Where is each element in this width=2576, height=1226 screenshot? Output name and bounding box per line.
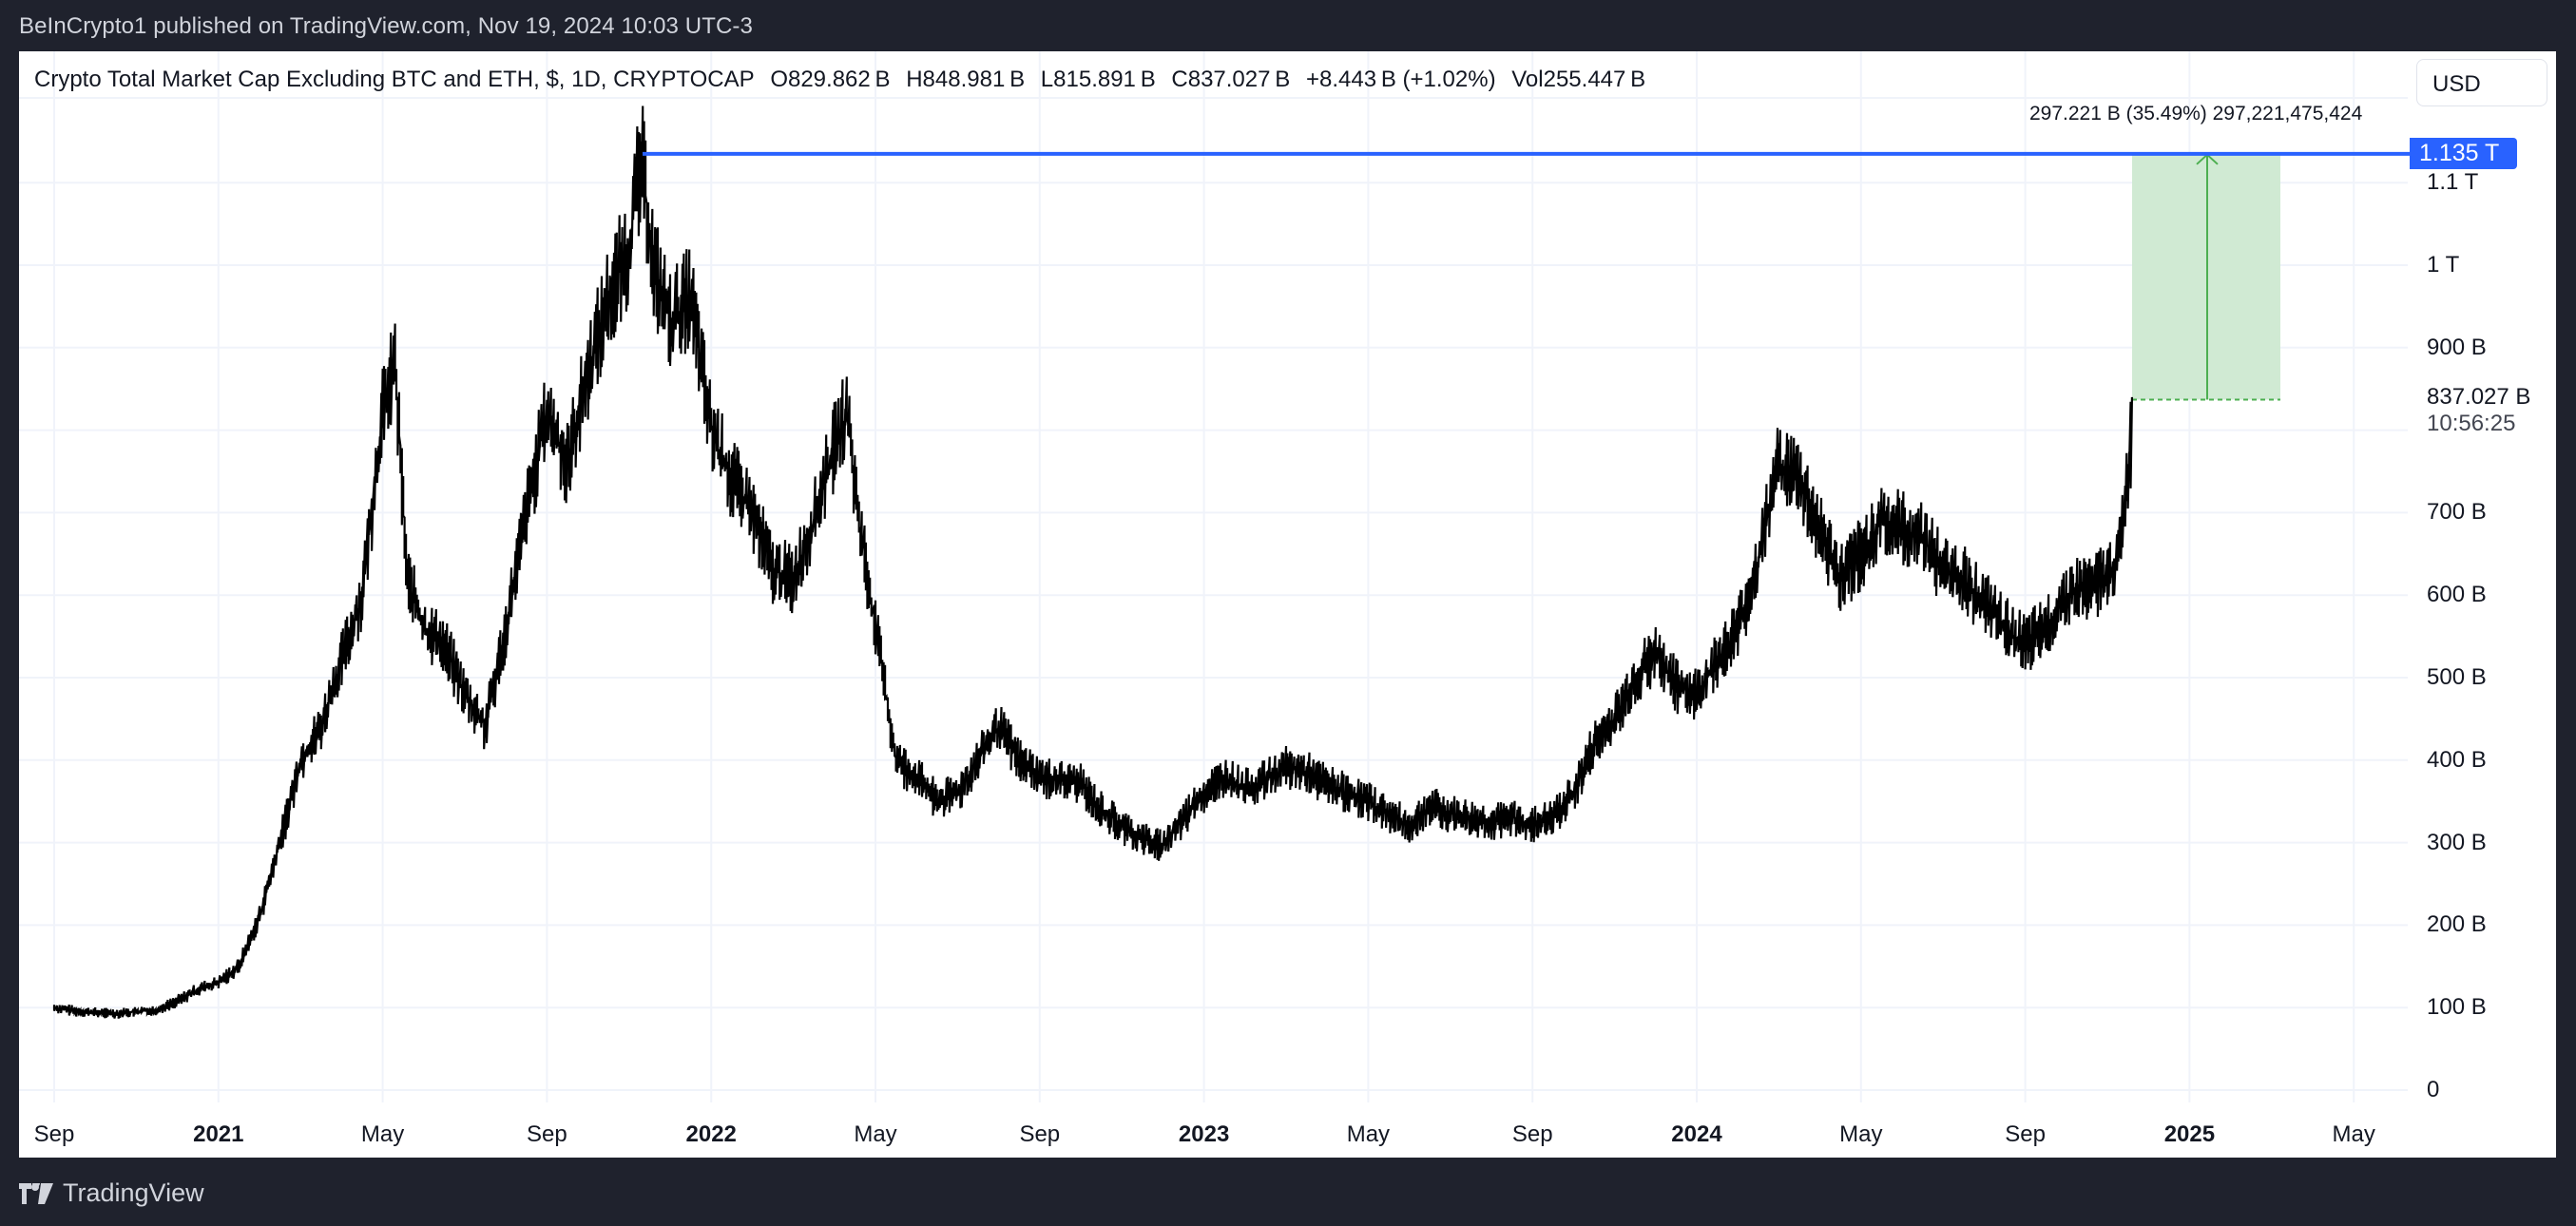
time-axis-label: 2023	[1178, 1121, 1230, 1147]
time-axis-label: May	[854, 1121, 897, 1147]
price-axis-label: 200 B	[2427, 911, 2487, 938]
ohlc-close: C837.027 B	[1171, 67, 1291, 92]
measurement-tool	[2132, 152, 2280, 401]
ohlc-low: L815.891 B	[1040, 67, 1156, 92]
time-axis-label: 2022	[685, 1121, 737, 1147]
time-axis-label: May	[1346, 1121, 1391, 1147]
currency-button[interactable]: USD	[2416, 59, 2547, 106]
price-axis-label: 1.1 T	[2427, 169, 2479, 196]
price-axis-label: 900 B	[2427, 334, 2487, 360]
price-axis-label: 1 T	[2427, 252, 2460, 278]
tradingview-logo-icon	[19, 1182, 53, 1204]
time-axis-label: May	[2332, 1121, 2375, 1147]
logo-text: TradingView	[63, 1178, 204, 1207]
symbol-title[interactable]: Crypto Total Market Cap Excluding BTC an…	[34, 67, 755, 92]
time-axis-label: Sep	[1019, 1121, 1061, 1147]
time-axis-label: Sep	[33, 1121, 75, 1147]
time-axis-label: May	[1839, 1121, 1883, 1147]
price-axis-label: 400 B	[2427, 746, 2487, 773]
time-axis-label: Sep	[2005, 1121, 2046, 1147]
grid-lines	[19, 51, 2408, 1102]
price-axis-label: 600 B	[2427, 582, 2487, 608]
ohlc-open: O829.862 B	[770, 67, 891, 92]
measurement-label: 297.221 B (35.49%) 297,221,475,424	[2029, 103, 2363, 125]
time-axis-label: May	[360, 1121, 405, 1147]
volume-value: Vol255.447 B	[1511, 67, 1646, 92]
time-axis-label: Sep	[1511, 1121, 1553, 1147]
price-series	[52, 105, 2134, 1019]
ohlc-high: H848.981 B	[906, 67, 1026, 92]
price-axis-label: 0	[2427, 1077, 2440, 1102]
ohlc-change: +8.443 B (+1.02%)	[1305, 67, 1496, 92]
price-axis-label: 700 B	[2427, 499, 2487, 526]
time-axis-label: Sep	[527, 1121, 567, 1147]
bar-countdown: 10:56:25	[2427, 411, 2516, 436]
symbol-legend: Crypto Total Market Cap Excluding BTC an…	[34, 67, 1655, 93]
time-axis-label: 2021	[193, 1121, 244, 1147]
horizontal-line-price-tag: 1.135 T	[2410, 138, 2517, 169]
current-price-label: 837.027 B	[2427, 384, 2531, 410]
time-axis-label: 2025	[2163, 1121, 2216, 1147]
time-axis-label: 2024	[1671, 1121, 1722, 1147]
tradingview-logo[interactable]: TradingView	[19, 1178, 204, 1208]
price-axis-label: 100 B	[2427, 994, 2487, 1021]
published-caption: BeInCrypto1 published on TradingView.com…	[19, 13, 753, 39]
price-axis-label: 500 B	[2427, 664, 2487, 690]
price-axis-label: 300 B	[2427, 829, 2487, 855]
